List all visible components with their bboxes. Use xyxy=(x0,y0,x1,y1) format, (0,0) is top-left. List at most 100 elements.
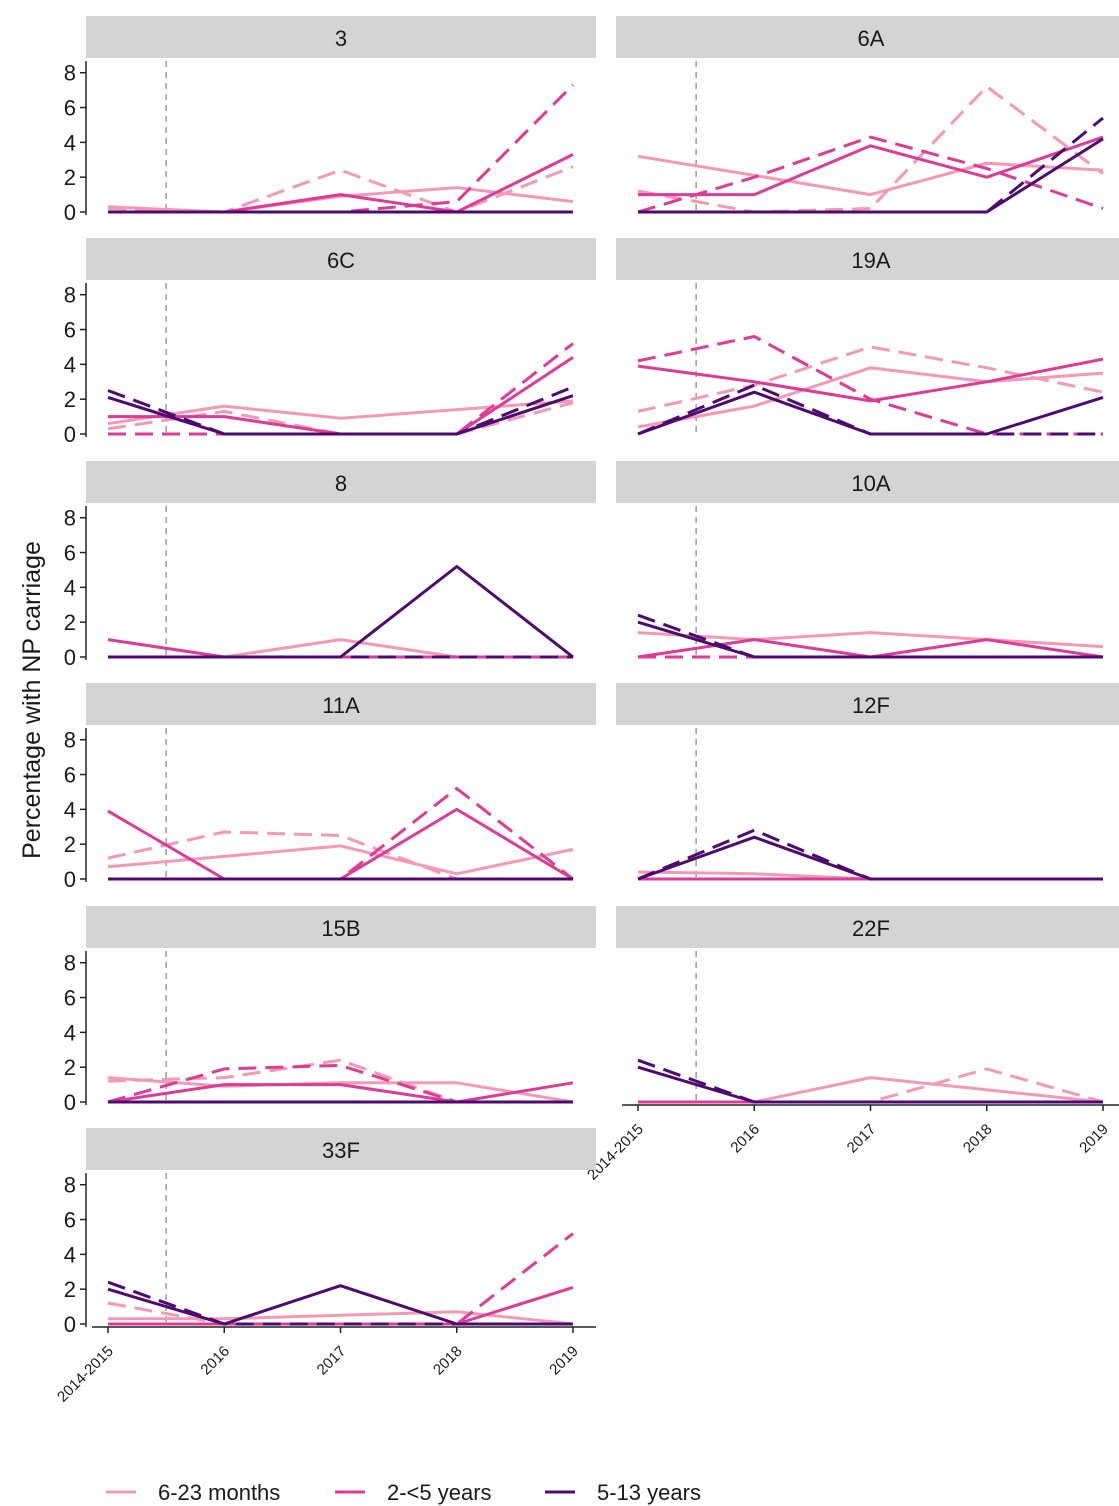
y-tick-label: 8 xyxy=(64,1173,76,1198)
y-tick-label: 2 xyxy=(64,1055,76,1080)
panel-15b: 15B 0 2 4 6 8 xyxy=(64,906,596,1115)
panel-33f: 33F 0 2 4 6 8 2014-2015 2016 2017 2018 2019 xyxy=(54,1128,596,1406)
panel-6c: 6C 0 2 4 6 8 xyxy=(64,238,596,447)
series-fitted-6-23-months-15b xyxy=(107,1058,573,1104)
x-tick-label: 2014-2015 xyxy=(54,1343,117,1406)
series-observed-2-5-years-8 xyxy=(107,638,573,659)
y-tick-label: 8 xyxy=(64,61,76,86)
panel-strip-3 xyxy=(86,16,596,58)
y-tick-label: 6 xyxy=(64,541,76,566)
y-tick-label: 6 xyxy=(64,763,76,788)
y-tick-label: 2 xyxy=(64,832,76,857)
panel-title-10a: 10A xyxy=(851,471,890,496)
y-tick-label: 4 xyxy=(64,797,76,822)
panel-title-15b: 15B xyxy=(321,916,360,941)
panel-strip-10a xyxy=(616,461,1119,503)
series-fitted-6-23-months-22f xyxy=(638,1067,1104,1104)
y-tick-label: 8 xyxy=(64,951,76,976)
x-tick-label: 2017 xyxy=(844,1121,880,1157)
y-tick-label: 4 xyxy=(64,352,76,377)
panel-strip-11a xyxy=(86,683,596,725)
x-tick-label: 2016 xyxy=(727,1121,763,1157)
y-tick-label: 2 xyxy=(64,165,76,190)
series-fitted-6-23-months-11a xyxy=(107,830,573,881)
y-tick-label: 8 xyxy=(64,728,76,753)
y-tick-label: 8 xyxy=(64,283,76,308)
panel-title-3: 3 xyxy=(335,26,347,51)
series-observed-5-13-years-6c xyxy=(107,394,574,436)
series-observed-5-13-years-8 xyxy=(108,565,574,659)
y-tick-label: 0 xyxy=(64,200,76,225)
y-tick-label: 4 xyxy=(64,575,76,600)
y-tick-label: 0 xyxy=(64,1090,76,1115)
series-fitted-2-5-years-6a xyxy=(637,135,1104,214)
panel-title-8: 8 xyxy=(335,471,347,496)
series-observed-2-5-years-15b xyxy=(107,1081,574,1104)
panel-strip-6c xyxy=(86,238,596,280)
panel-strip-8 xyxy=(86,461,596,503)
y-tick-label: 2 xyxy=(64,1277,76,1302)
y-tick-label: 6 xyxy=(64,1208,76,1233)
series-observed-5-13-years-10a xyxy=(637,620,1103,659)
panel-strip-6a xyxy=(616,16,1119,58)
y-tick-label: 0 xyxy=(64,645,76,670)
x-tick-label: 2019 xyxy=(546,1343,582,1379)
y-tick-label: 2 xyxy=(64,610,76,635)
panel-title-6a: 6A xyxy=(858,26,885,51)
series-observed-6-23-months-11a xyxy=(107,844,574,876)
y-tick-label: 4 xyxy=(64,1242,76,1267)
y-tick-label: 4 xyxy=(64,1020,76,1045)
y-tick-label: 8 xyxy=(64,506,76,531)
y-tick-label: 6 xyxy=(64,986,76,1011)
series-observed-5-13-years-22f xyxy=(637,1065,1103,1104)
facet-panels: 3 0 2 4 6 8 6A 6C 0 2 4 6 8 19A 8 0 2 4 6 8 10A 11A 0 2 4 6 8 12F 15… xyxy=(54,16,1119,1406)
series-observed-5-13-years-6a xyxy=(638,137,1104,214)
series-observed-6-23-months-3 xyxy=(107,186,574,214)
panel-strip-33f xyxy=(86,1128,596,1170)
panel-12f: 12F xyxy=(616,683,1119,881)
panel-title-22f: 22F xyxy=(852,916,890,941)
x-tick-label: 2018 xyxy=(430,1343,466,1379)
series-fitted-5-13-years-6c xyxy=(107,385,574,436)
panel-title-12f: 12F xyxy=(852,693,890,718)
series-observed-5-13-years-12f xyxy=(637,835,1103,881)
x-tick-label: 2017 xyxy=(314,1343,350,1379)
series-observed-2-5-years-11a xyxy=(107,807,574,881)
series-observed-2-5-years-33f xyxy=(108,1285,574,1326)
series-observed-6-23-months-15b xyxy=(107,1076,574,1104)
legend-label-2-5-years: 2-<5 years xyxy=(387,1480,492,1505)
series-fitted-6-23-months-6c xyxy=(107,401,574,436)
y-tick-label: 6 xyxy=(64,318,76,343)
legend-label-6-23-months: 6-23 months xyxy=(158,1480,280,1505)
panel-strip-12f xyxy=(616,683,1119,725)
series-observed-6-23-months-33f xyxy=(108,1310,574,1326)
series-observed-5-13-years-33f xyxy=(107,1284,573,1326)
panel-title-33f: 33F xyxy=(322,1138,360,1163)
panel-8: 8 0 2 4 6 8 xyxy=(64,461,596,670)
series-observed-6-23-months-6a xyxy=(637,154,1104,197)
y-tick-label: 2 xyxy=(64,387,76,412)
y-axis-label: Percentage with NP carriage xyxy=(18,541,46,859)
x-tick-label: 2018 xyxy=(960,1121,996,1157)
series-observed-6-23-months-10a xyxy=(637,631,1104,649)
panel-19a: 19A xyxy=(616,238,1119,436)
panel-title-19a: 19A xyxy=(851,248,890,273)
panel-strip-19a xyxy=(616,238,1119,280)
y-tick-label: 0 xyxy=(64,1312,76,1337)
panel-title-6c: 6C xyxy=(327,248,355,273)
panel-10a: 10A xyxy=(616,461,1119,659)
series-observed-2-5-years-3 xyxy=(108,153,574,214)
panel-6a: 6A xyxy=(616,16,1119,214)
panel-11a: 11A 0 2 4 6 8 xyxy=(64,683,596,892)
panel-title-11a: 11A xyxy=(322,693,360,718)
series-observed-5-13-years-19a xyxy=(637,390,1104,436)
series-fitted-6-23-months-33f xyxy=(107,1301,573,1326)
y-tick-label: 6 xyxy=(64,96,76,121)
series-observed-6-23-months-22f xyxy=(638,1076,1104,1104)
series-observed-6-23-months-19a xyxy=(637,366,1104,429)
panel-strip-22f xyxy=(616,906,1119,948)
legend: 6-23 months 2-<5 years 5-13 years xyxy=(106,1480,701,1505)
x-tick-label: 2016 xyxy=(197,1343,233,1379)
